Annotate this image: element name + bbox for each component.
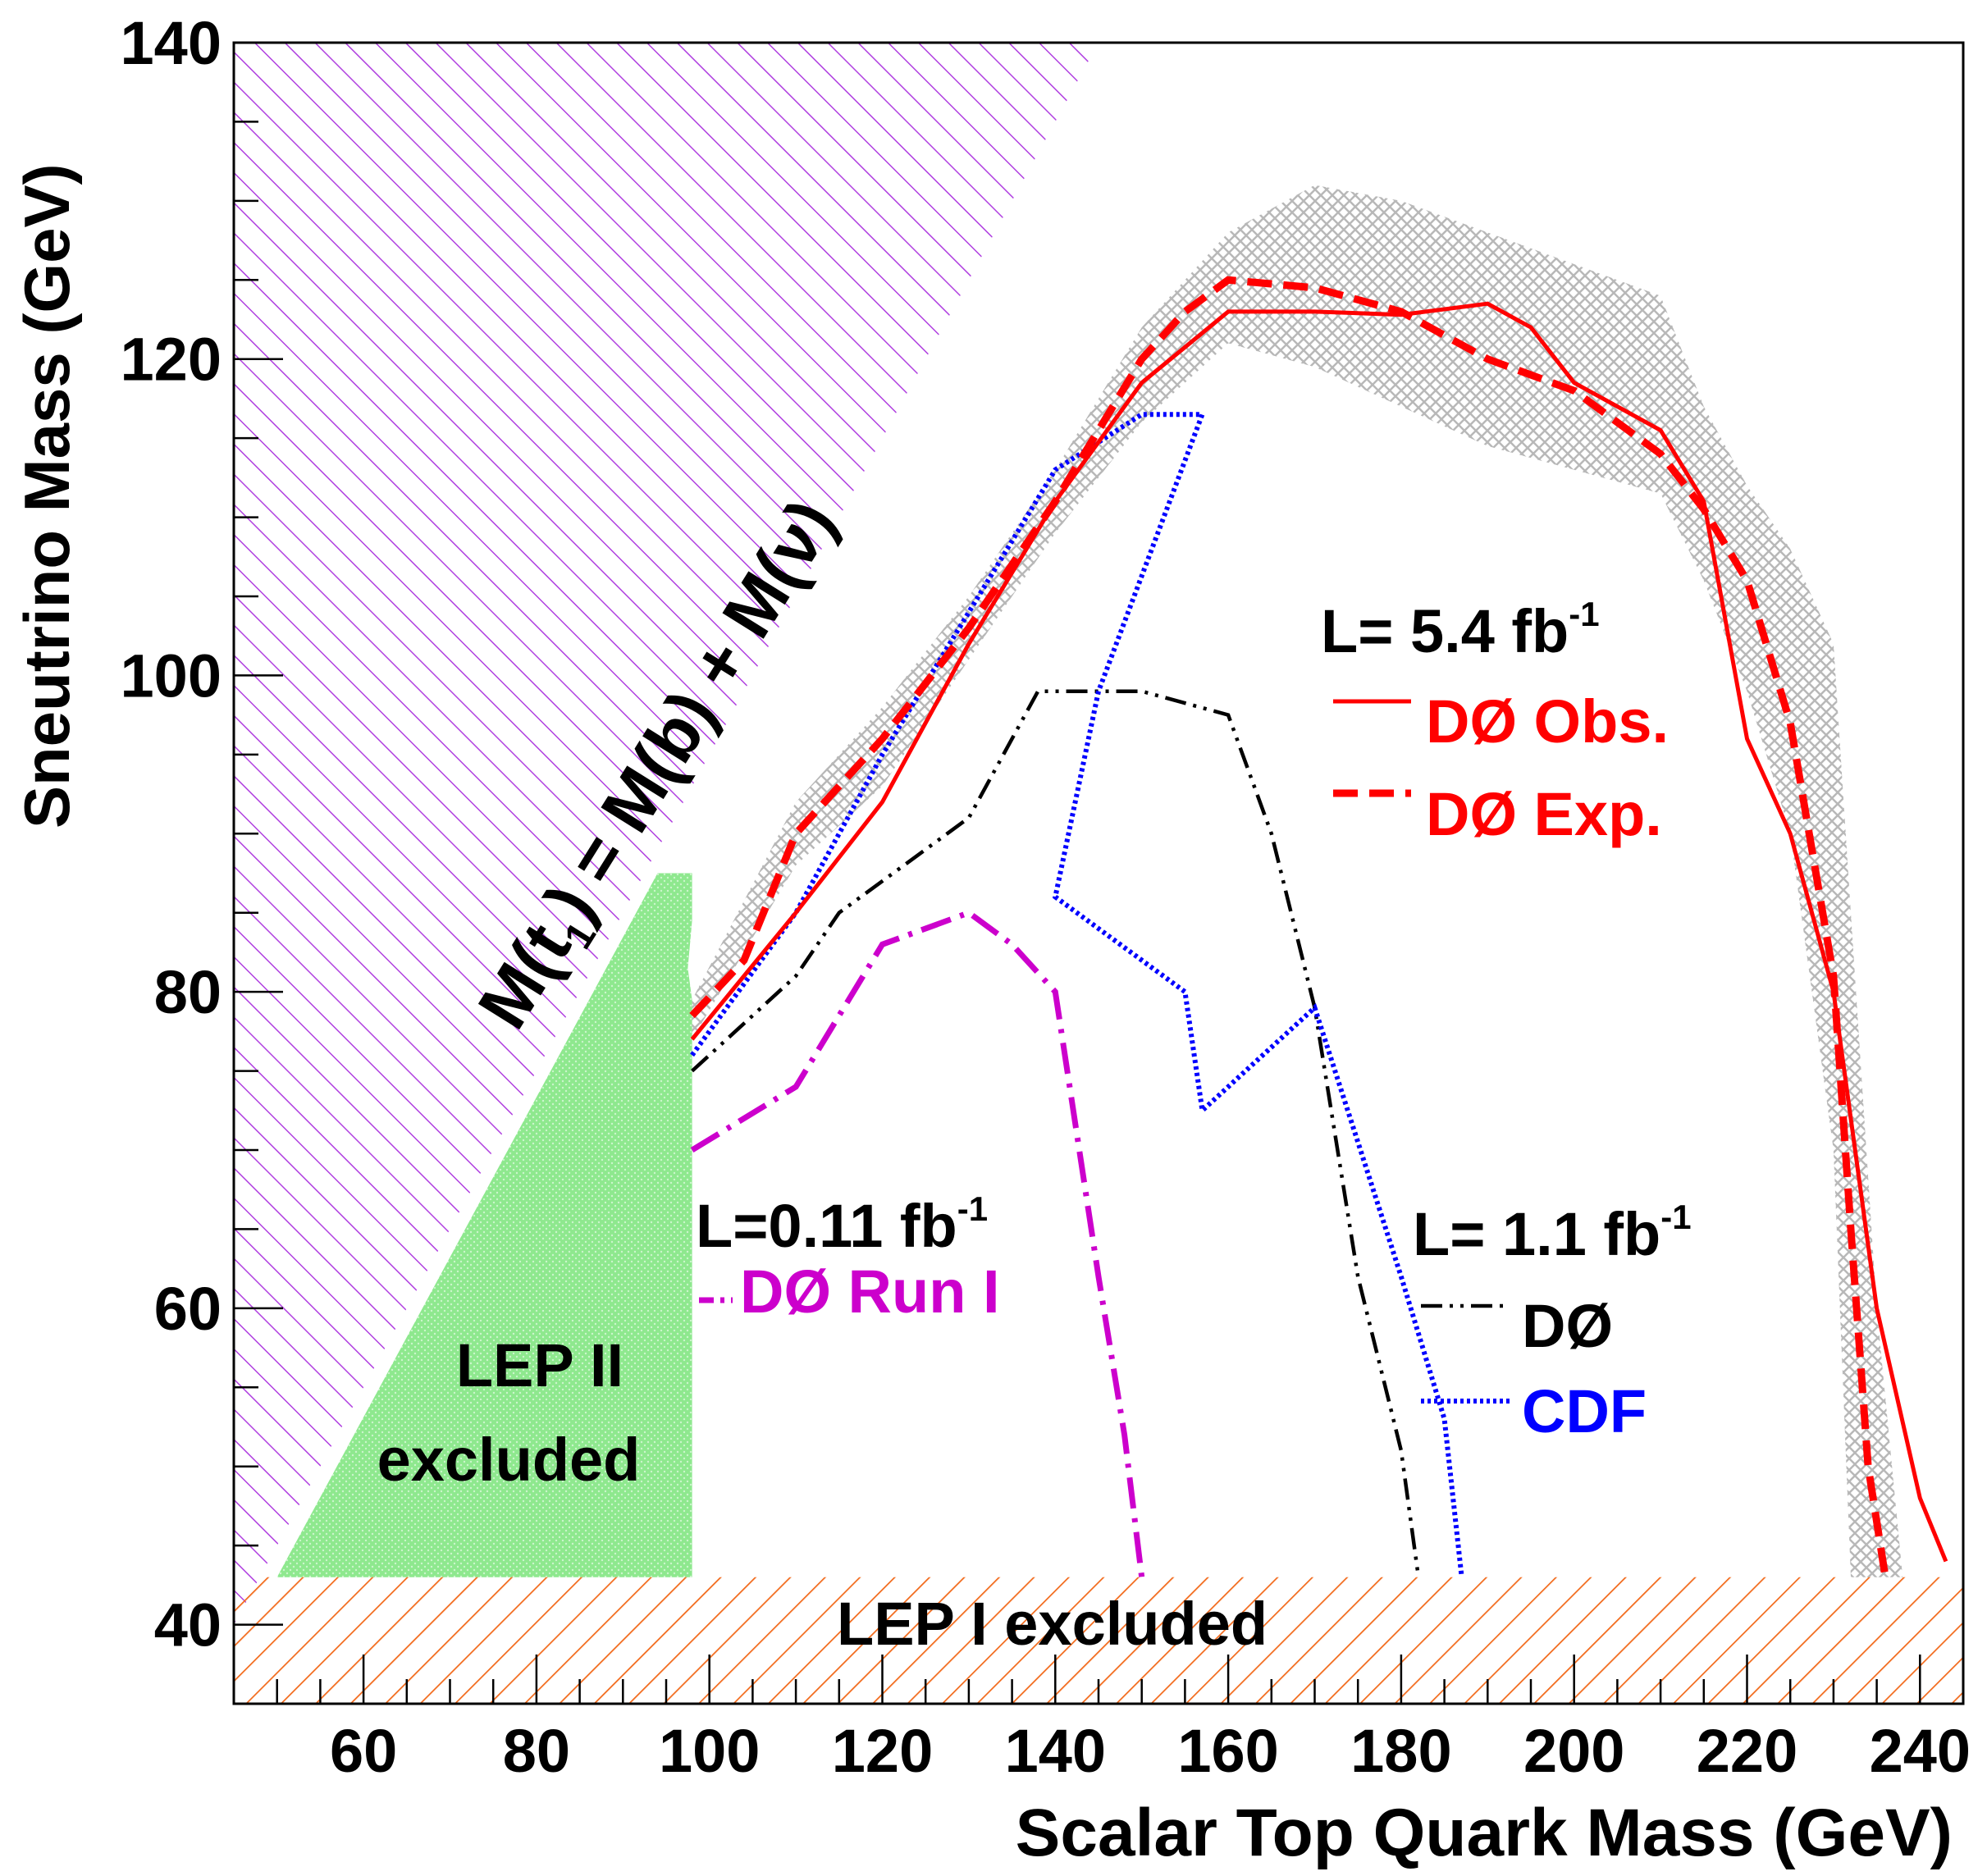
legend-obs-label: DØ Obs. <box>1426 687 1669 755</box>
x-axis-title: Scalar Top Quark Mass (GeV) <box>1016 1796 1953 1870</box>
legend-exp-label: DØ Exp. <box>1426 780 1662 848</box>
x-tick-label: 180 <box>1350 1717 1451 1785</box>
legend-cdf-label: CDF <box>1522 1377 1647 1445</box>
legend-lum-1p1: L= 1.1 fb-1 <box>1413 1198 1692 1268</box>
x-tick-label: 80 <box>503 1717 570 1785</box>
y-tick-label: 100 <box>121 641 222 710</box>
y-tick-label: 120 <box>121 326 222 394</box>
x-tick-label: 160 <box>1177 1717 1278 1785</box>
legend-lum-5p4: L= 5.4 fb-1 <box>1321 595 1600 665</box>
x-tick-label: 240 <box>1870 1717 1971 1785</box>
exclusion-plot: 60 80 100 120 140 160 180 200 220 240 40 60 80 100 12… <box>0 0 1987 1876</box>
lep2-label-line1: LEP II <box>456 1331 624 1399</box>
x-tick-label: 200 <box>1523 1717 1624 1785</box>
legend-lum-0p11-sup: -1 <box>957 1189 988 1228</box>
y-tick-labels: 40 60 80 100 120 140 <box>121 9 222 1659</box>
legend-lum-0p11-text: L=0.11 fb <box>696 1192 957 1260</box>
legend-lum-5p4-sup: -1 <box>1569 595 1599 633</box>
y-tick-label: 60 <box>154 1275 222 1343</box>
y-axis-title: Sneutrino Mass (GeV) <box>11 164 83 828</box>
lep1-label: LEP I excluded <box>837 1590 1268 1658</box>
x-tick-label: 60 <box>330 1717 397 1785</box>
legend-d0-label: DØ <box>1522 1292 1613 1360</box>
legend-run1-label: DØ Run I <box>740 1258 1000 1326</box>
x-tick-label: 100 <box>659 1717 760 1785</box>
x-tick-label: 140 <box>1005 1717 1106 1785</box>
legend-lum-5p4-text: L= 5.4 fb <box>1321 597 1569 665</box>
legend-lum-1p1-text: L= 1.1 fb <box>1413 1200 1660 1268</box>
x-tick-labels: 60 80 100 120 140 160 180 200 220 240 <box>330 1717 1971 1785</box>
d0-observed-limit-line <box>692 304 1946 1561</box>
legend-lum-1p1-sup: -1 <box>1660 1198 1691 1236</box>
lep2-label-line2: excluded <box>377 1426 641 1494</box>
x-tick-label: 120 <box>832 1717 933 1785</box>
y-tick-label: 140 <box>121 9 222 77</box>
y-tick-label: 40 <box>154 1591 222 1659</box>
x-tick-label: 220 <box>1697 1717 1797 1785</box>
y-tick-label: 80 <box>154 958 222 1026</box>
legend-lum-0p11: L=0.11 fb-1 <box>696 1189 988 1260</box>
